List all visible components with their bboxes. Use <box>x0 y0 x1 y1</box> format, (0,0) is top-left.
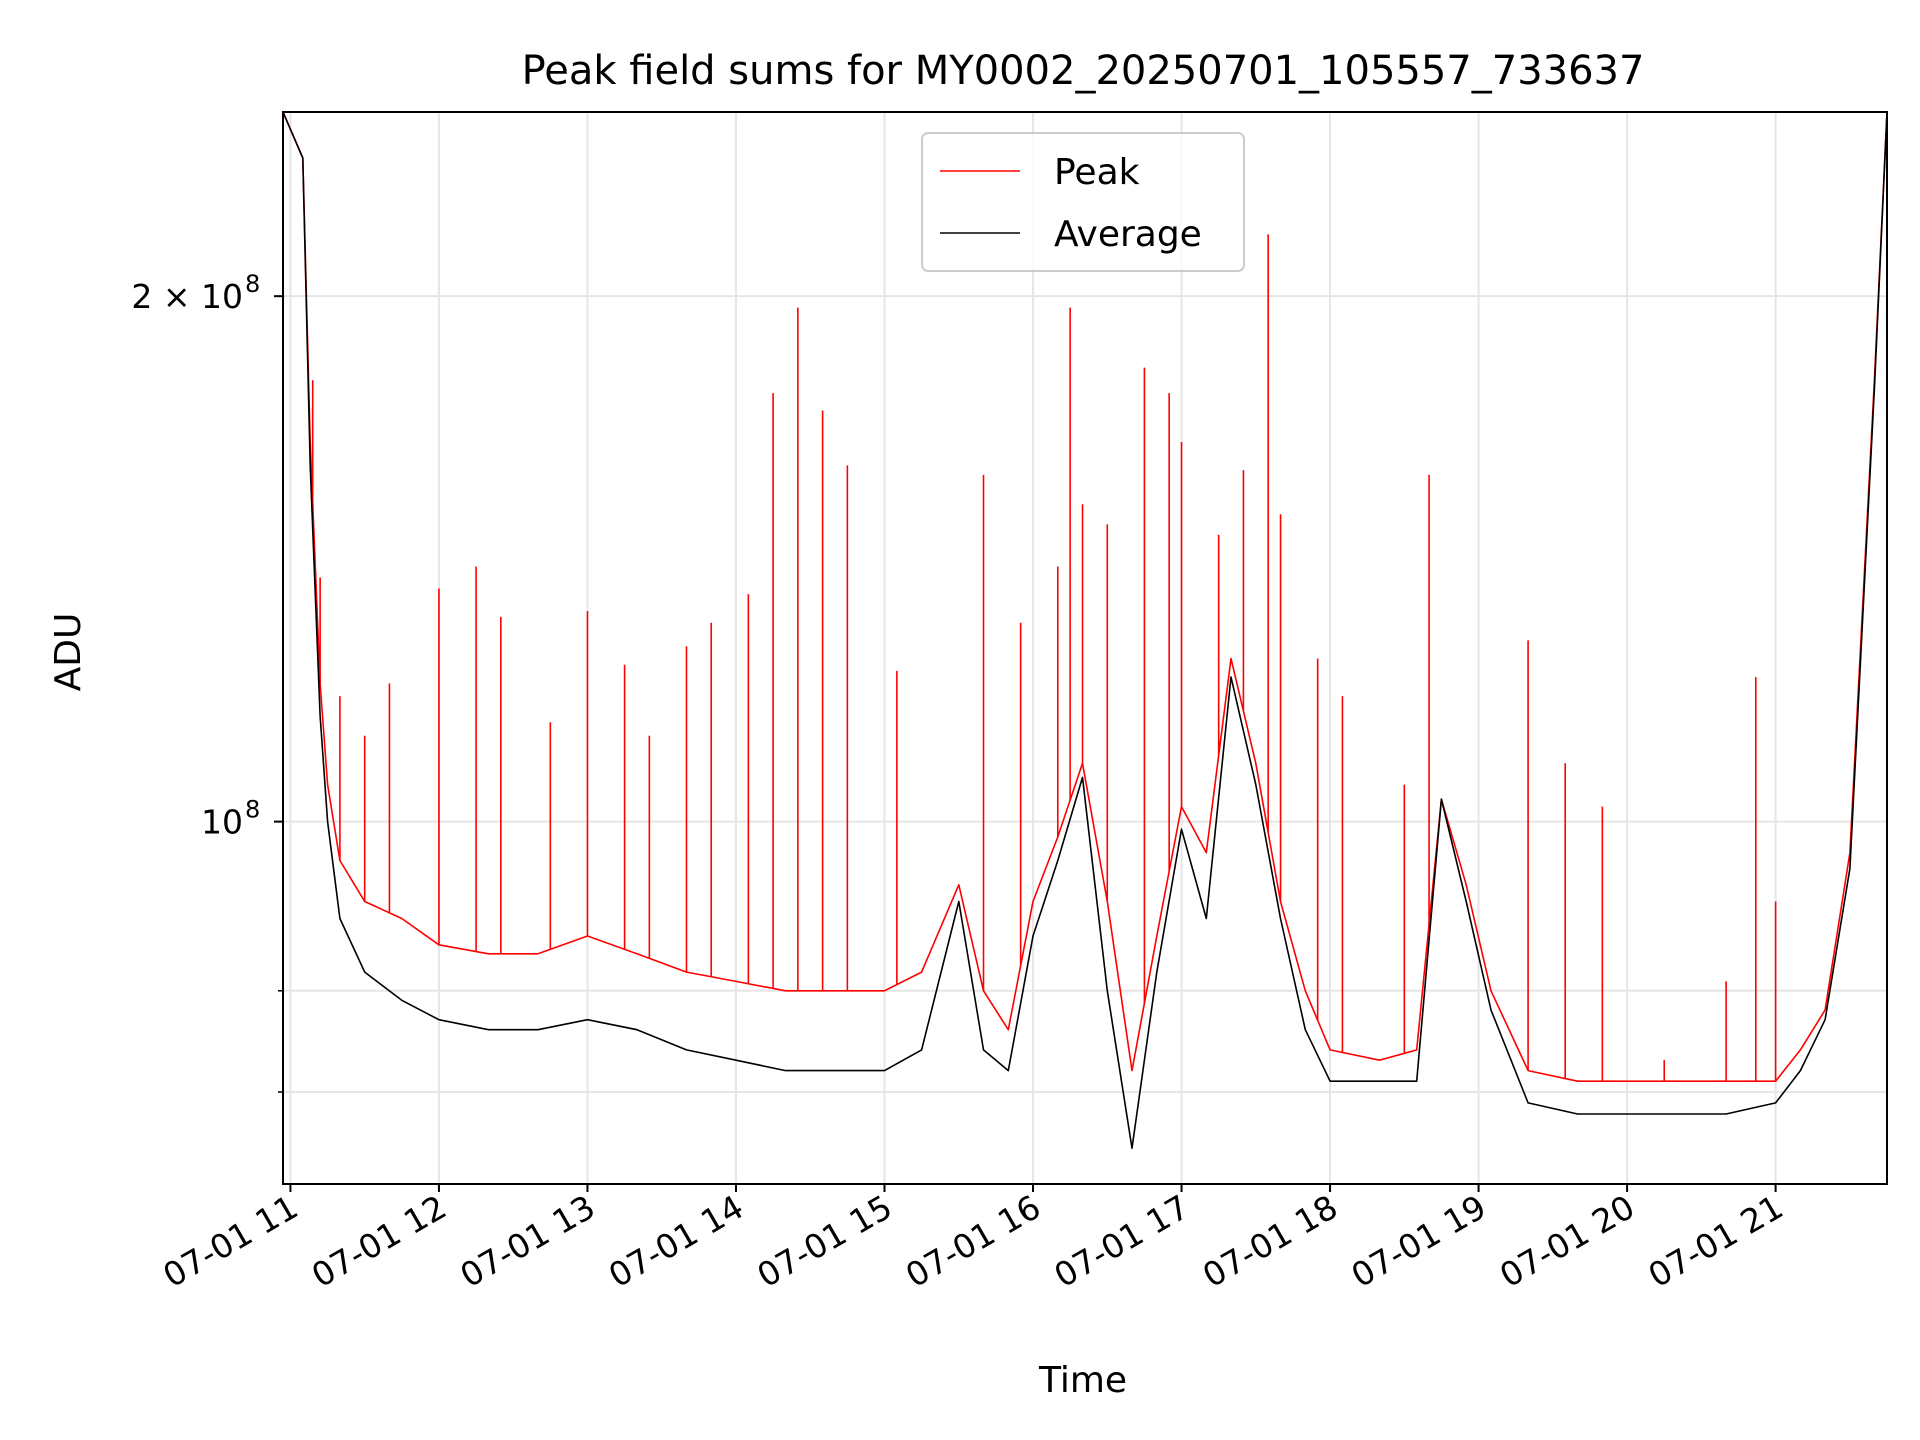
plot-series <box>283 112 1887 1149</box>
plot-area-frame <box>282 111 1888 1185</box>
y-axis-label: ADU <box>48 613 89 692</box>
average-series-line <box>283 112 1887 1149</box>
y-tick-exponent: 8 <box>245 270 260 298</box>
x-axis-label: Time <box>1038 1360 1127 1401</box>
chart-title: Peak field sums for MY0002_20250701_1055… <box>522 48 1645 94</box>
legend[interactable]: Peak Average <box>921 132 1245 272</box>
peak-legend-label: Peak <box>1054 152 1140 193</box>
y-tick-exponent: 8 <box>245 796 260 824</box>
peak-series-line <box>283 112 1887 1082</box>
legend-box <box>921 132 1245 272</box>
average-legend-label: Average <box>1054 214 1202 255</box>
y-tick-label: 10 <box>201 803 243 842</box>
y-axis: 10 82 × 10 8 <box>131 270 283 1093</box>
y-tick-label: 2 × 10 <box>131 277 243 316</box>
